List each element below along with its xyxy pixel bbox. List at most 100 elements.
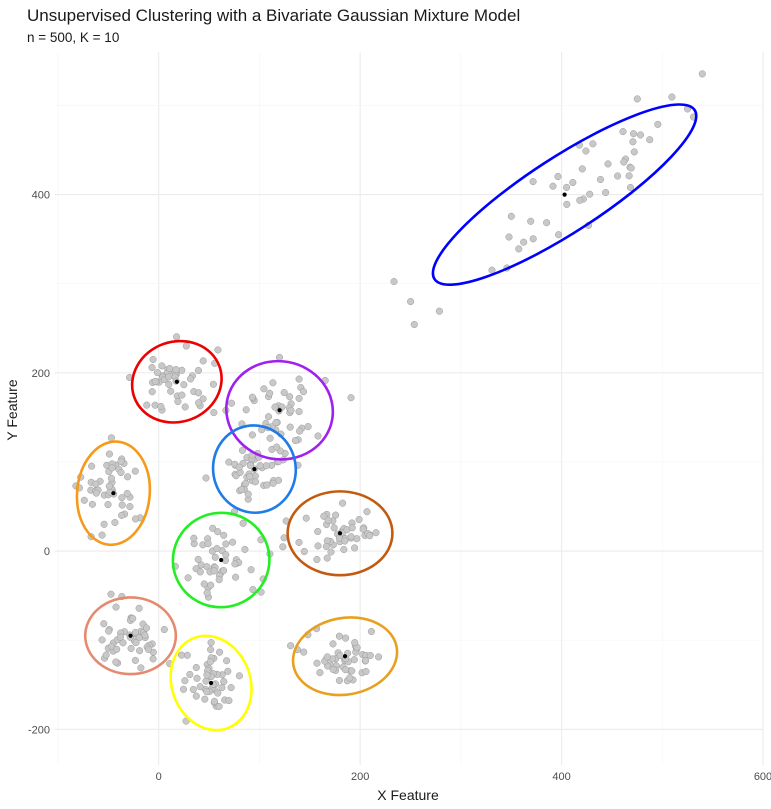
data-point (92, 480, 100, 488)
data-point (359, 525, 367, 533)
cluster-center-point (174, 379, 179, 384)
data-point (184, 574, 192, 582)
data-point (196, 568, 204, 576)
data-point (199, 395, 207, 403)
data-point (200, 580, 208, 588)
data-point (210, 567, 218, 575)
data-point (602, 188, 610, 197)
data-point (330, 524, 338, 532)
data-point (124, 473, 132, 481)
data-point (269, 479, 277, 487)
data-point (620, 158, 628, 166)
y-axis-title: Y Feature (4, 379, 20, 440)
data-point (199, 357, 207, 365)
data-point (291, 436, 299, 445)
chart-subtitle: n = 500, K = 10 (27, 30, 119, 45)
data-point (515, 245, 523, 253)
data-point (335, 676, 343, 685)
data-point (157, 402, 165, 411)
data-point (543, 219, 551, 227)
y-tick-label: 200 (32, 368, 50, 380)
data-point (355, 515, 363, 524)
data-point (107, 434, 115, 442)
data-point (505, 233, 513, 241)
data-point (118, 494, 126, 502)
data-point (336, 651, 344, 660)
data-point (324, 516, 332, 524)
cluster-center-point (252, 467, 257, 472)
data-point (172, 366, 180, 374)
data-point (527, 217, 535, 225)
cluster-ellipse (286, 490, 394, 577)
cluster-center-point (111, 491, 116, 496)
data-point (668, 93, 676, 101)
data-point (633, 95, 641, 103)
data-point (207, 646, 215, 654)
data-point (248, 393, 256, 401)
data-point (604, 160, 612, 168)
data-point (329, 665, 337, 673)
data-point (187, 375, 195, 383)
cluster-ellipse (83, 596, 178, 676)
data-point (280, 389, 288, 397)
data-point (222, 540, 230, 548)
data-point (227, 399, 236, 407)
data-point (347, 394, 355, 402)
data-point (98, 636, 106, 644)
data-point (202, 474, 210, 482)
data-point (206, 658, 214, 666)
data-point (249, 586, 257, 594)
data-point (111, 518, 119, 527)
data-point (142, 624, 151, 632)
data-point (407, 298, 415, 306)
data-point (630, 148, 638, 156)
data-point (201, 695, 209, 703)
data-point (363, 508, 371, 516)
data-point (351, 639, 359, 647)
data-point (242, 406, 250, 414)
chart-title: Unsupervised Clustering with a Bivariate… (27, 6, 520, 25)
data-point (225, 458, 233, 466)
data-point (332, 511, 340, 519)
data-point (350, 656, 358, 664)
data-point (80, 496, 88, 504)
data-point (223, 657, 231, 665)
data-point (149, 355, 157, 364)
cluster-ellipse (225, 359, 335, 461)
data-point (299, 388, 308, 396)
data-point (135, 604, 143, 612)
data-point (304, 423, 312, 431)
data-point (238, 446, 247, 454)
data-point (118, 511, 126, 519)
cluster-centers (111, 192, 567, 686)
data-point (273, 443, 281, 451)
cluster-ellipse (130, 339, 223, 424)
data-point (295, 408, 303, 416)
data-point (340, 545, 348, 554)
data-point (314, 527, 322, 536)
data-point (262, 462, 270, 470)
data-point (220, 678, 228, 686)
data-point (137, 664, 145, 672)
data-point (181, 677, 189, 685)
data-point (190, 534, 198, 542)
data-point (148, 388, 156, 396)
cluster-ellipse (75, 440, 152, 547)
data-point (182, 342, 190, 350)
data-point (274, 476, 283, 484)
data-point (372, 529, 380, 537)
data-point (143, 401, 151, 409)
data-point (314, 542, 322, 550)
cluster-ellipse (171, 511, 271, 609)
data-point (220, 531, 228, 539)
data-point (629, 130, 638, 138)
data-point (126, 503, 134, 511)
data-point (266, 389, 274, 397)
data-point (213, 545, 221, 553)
data-point (211, 553, 219, 561)
cluster-ellipse (291, 616, 399, 697)
data-point (189, 685, 197, 694)
data-point (629, 138, 637, 146)
data-point (589, 140, 597, 148)
